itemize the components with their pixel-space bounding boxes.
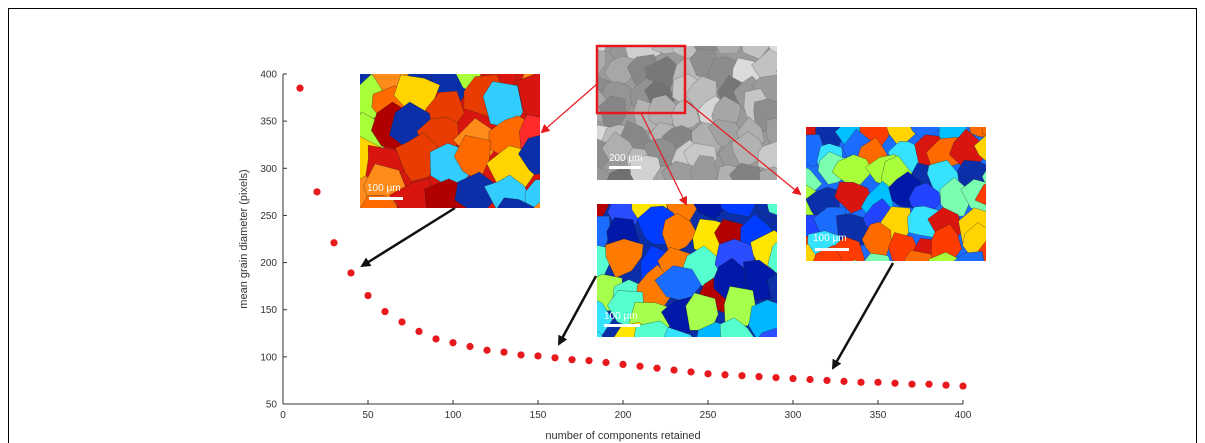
- data-point: [330, 239, 338, 247]
- data-point: [398, 318, 406, 326]
- x-tick-label: 150: [530, 410, 547, 421]
- x-tick-label: 400: [955, 410, 972, 421]
- x-tick-label: 300: [785, 410, 802, 421]
- data-point: [857, 378, 865, 386]
- data-point: [636, 362, 644, 370]
- y-tick-label: 350: [260, 117, 277, 128]
- data-point: [942, 381, 950, 389]
- data-point: [653, 364, 661, 372]
- inset-grain-map-low: [360, 74, 540, 208]
- black-arrows: [360, 206, 895, 370]
- y-tick-label: 100: [260, 352, 277, 363]
- data-point: [500, 348, 508, 356]
- figure-frame: [8, 8, 1197, 443]
- data-point: [704, 370, 712, 378]
- red-arrows: [540, 83, 802, 206]
- data-point: [789, 374, 797, 383]
- red-arrow-to-c: [640, 112, 687, 206]
- data-point: [381, 308, 389, 316]
- scale-bar-c: 100 μm: [604, 311, 640, 327]
- x-tick-label: 250: [700, 410, 717, 421]
- data-point: [823, 376, 831, 385]
- y-tick-label: 150: [260, 305, 277, 316]
- x-tick-label: 350: [870, 410, 887, 421]
- black-arrow-c: [557, 275, 598, 346]
- y-axis-label: mean grain diameter (pixels): [238, 169, 250, 308]
- data-point: [534, 352, 542, 360]
- data-point: [891, 379, 899, 387]
- x-axis-label: number of components retained: [545, 430, 700, 442]
- data-point: [415, 327, 423, 335]
- data-point: [313, 188, 321, 196]
- data-point: [806, 375, 814, 384]
- data-point: [483, 346, 491, 354]
- data-point: [347, 269, 355, 277]
- data-point: [908, 380, 916, 388]
- data-points: [296, 84, 967, 390]
- y-tick-label: 50: [266, 400, 278, 411]
- data-point: [585, 357, 593, 365]
- data-point: [568, 356, 576, 364]
- scale-label-d: 100 μm: [813, 233, 847, 244]
- data-point: [619, 360, 627, 368]
- inset-grain-map-high: [806, 127, 986, 261]
- data-point: [925, 380, 933, 388]
- y-tick-label: 300: [260, 164, 277, 175]
- scale-label-a: 100 μm: [367, 183, 401, 194]
- data-point: [755, 373, 763, 381]
- black-arrow-a: [360, 206, 456, 268]
- data-point: [670, 366, 678, 374]
- ticks: 0 50 100 150 200 250 300 350 4005010015020025030…: [260, 70, 971, 422]
- data-point: [466, 342, 474, 351]
- data-point: [449, 339, 457, 347]
- black-arrow-d: [831, 262, 895, 370]
- data-point: [840, 377, 848, 385]
- data-point: [721, 371, 729, 379]
- data-point: [551, 354, 559, 362]
- scale-bar-d: 100 μm: [813, 233, 849, 251]
- scale-label-c: 100 μm: [604, 311, 638, 322]
- y-tick-label: 400: [260, 70, 277, 81]
- x-tick-label: 50: [362, 410, 374, 421]
- data-point: [602, 358, 610, 367]
- y-tick-label: 200: [260, 258, 277, 269]
- inset-grain-map-mid: [597, 204, 777, 337]
- y-tick-label: 250: [260, 211, 277, 222]
- x-tick-label: 100: [445, 410, 462, 421]
- scale-label-b: 200 μm: [609, 153, 643, 164]
- scale-bar-a: 100 μm: [367, 183, 403, 200]
- x-tick-label: 200: [615, 410, 632, 421]
- data-point: [959, 382, 967, 390]
- data-point: [432, 335, 440, 343]
- scale-bar-b: 200 μm: [609, 153, 643, 169]
- red-arrow-to-a: [540, 83, 598, 134]
- data-point: [296, 84, 304, 92]
- data-point: [738, 372, 746, 380]
- data-point: [517, 351, 525, 359]
- data-point: [772, 374, 780, 382]
- data-point: [874, 378, 882, 386]
- data-point: [687, 368, 695, 376]
- x-tick-label: 0: [280, 410, 286, 421]
- data-point: [364, 291, 372, 300]
- inset-micrograph: [597, 46, 777, 180]
- red-arrow-to-d: [684, 99, 802, 196]
